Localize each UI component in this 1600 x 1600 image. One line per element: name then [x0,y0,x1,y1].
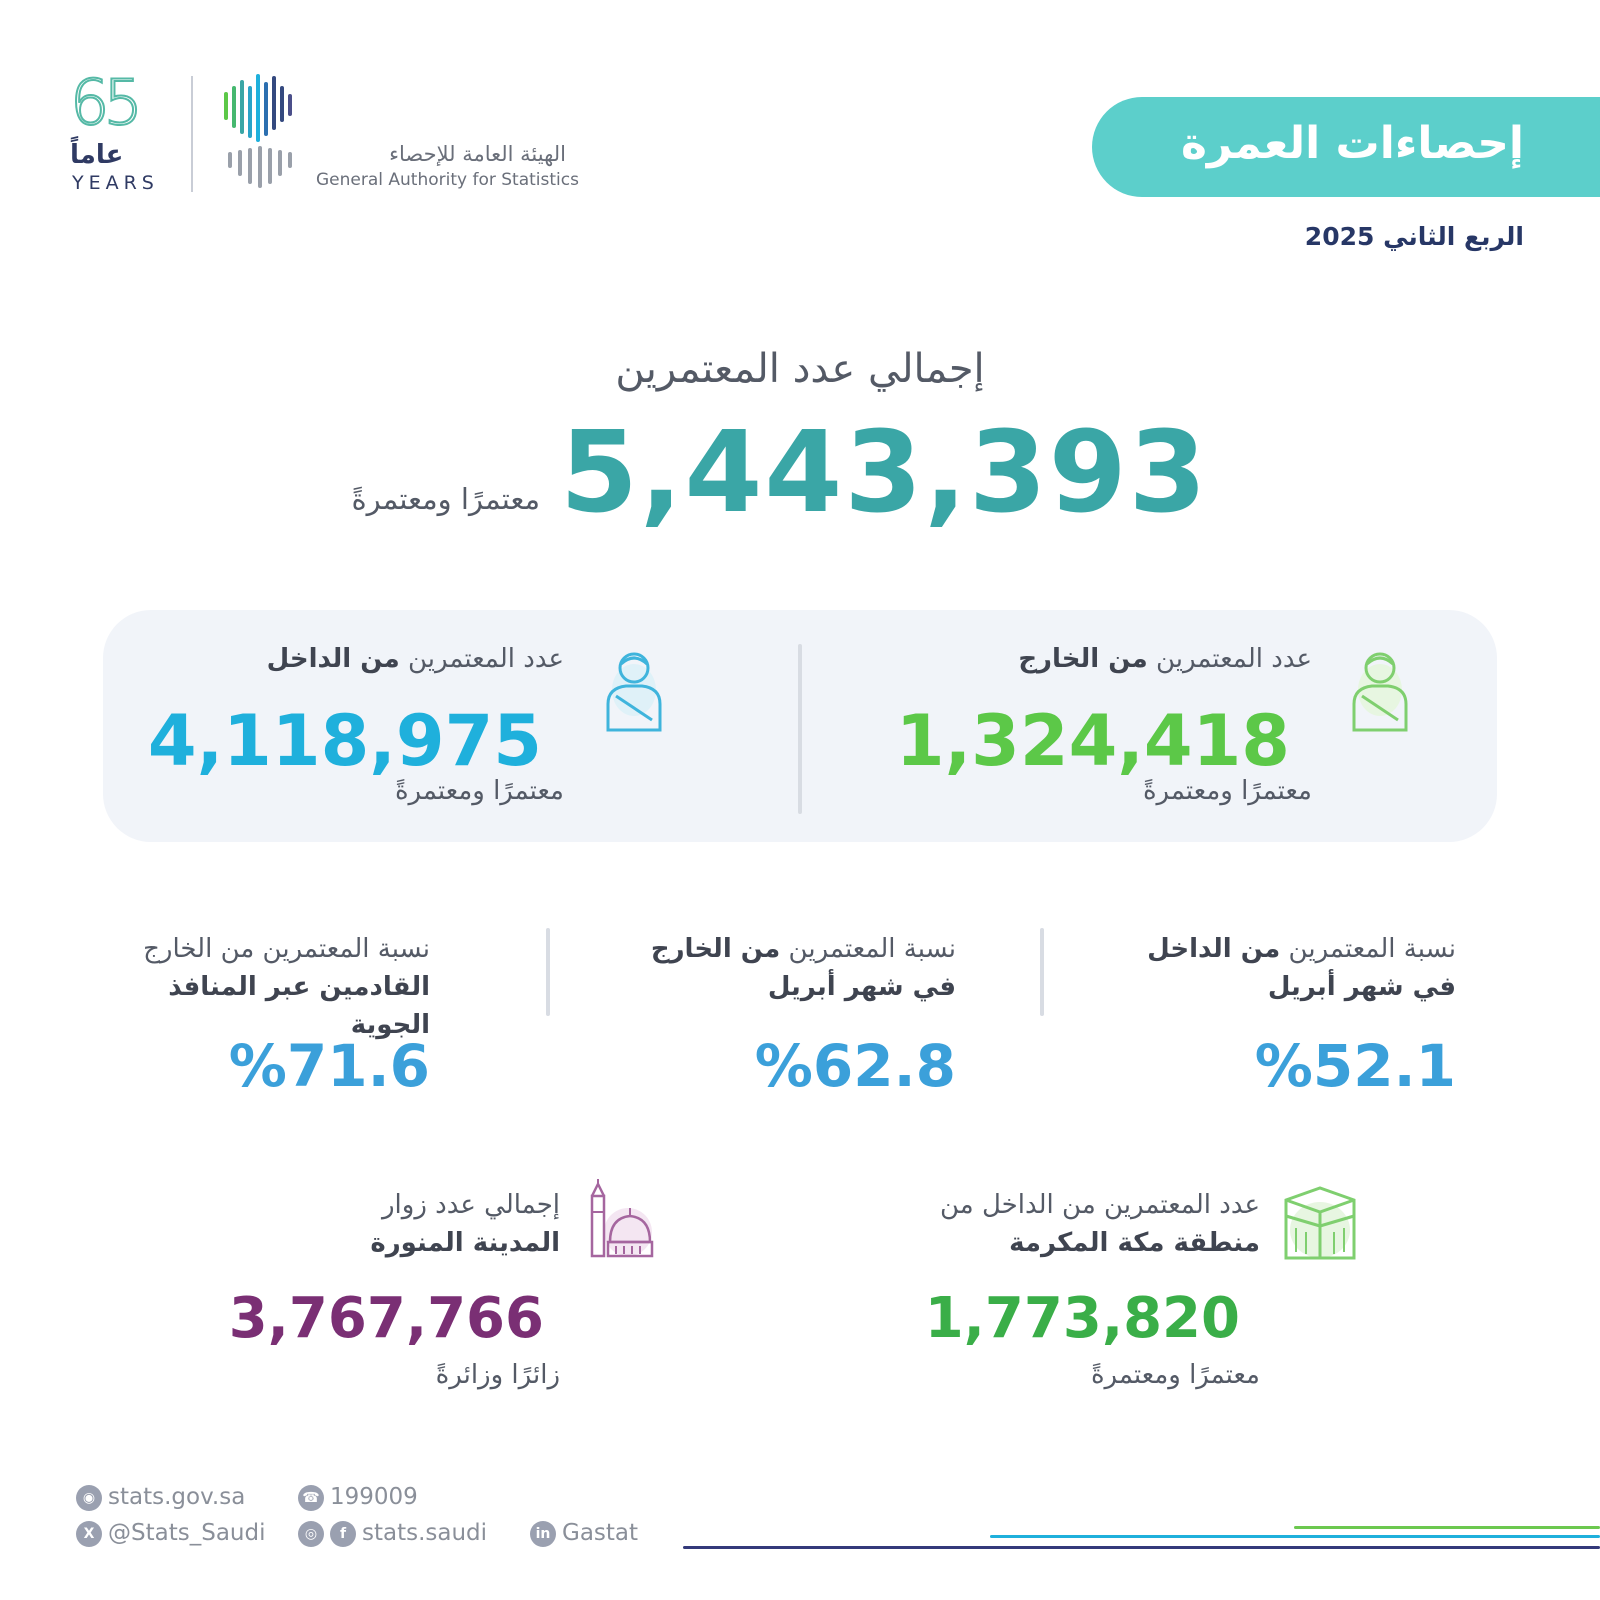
footer-linkedin[interactable]: in Gastat [530,1520,638,1547]
phone-icon: ☎ [298,1484,324,1511]
total-label: إجمالي عدد المعتمرين [615,346,985,392]
makkah-unit: معتمرًا ومعتمرةً [1090,1360,1260,1390]
external-value: 1,324,418 [895,700,1290,782]
pct-internal-april-value: %52.1 [1254,1032,1456,1100]
external-label: عدد المعتمرين من الخارج [1018,644,1312,674]
linkedin-icon: in [530,1520,556,1547]
makkah-label: عدد المعتمرين من الداخل من منطقة مكة الم… [940,1190,1260,1258]
pct-external-april-label: نسبة المعتمرين من الخارج في شهر أبريل [650,934,956,1002]
footer-line-green [1294,1526,1600,1529]
internal-value: 4,118,975 [147,700,542,782]
pilgrim-external-icon [1352,652,1408,732]
makkah-value: 1,773,820 [924,1286,1240,1351]
pct-external-april-value: %62.8 [754,1032,956,1100]
madinah-unit: زائرًا وزائرةً [435,1360,560,1390]
total-value: 5,443,393 [560,408,1209,538]
logo-divider [191,76,193,192]
footer-website[interactable]: ◉ stats.gov.sa [76,1484,245,1511]
anniversary-ar: عاماً [70,140,124,170]
anniversary-number: 65 [69,65,144,140]
mosque-icon [590,1179,654,1258]
gastat-logo-icon [224,74,292,188]
pct-divider-2 [546,928,550,1016]
globe-icon: ◉ [76,1484,102,1511]
anniversary-logo: 65 عاماً YEARS [69,65,180,196]
footer-twitter[interactable]: X @Stats_Saudi [76,1520,265,1547]
instagram-icon: ◎ [298,1520,324,1547]
footer-line-navy [683,1546,1600,1549]
footer-social[interactable]: ◎ f stats.saudi [298,1520,487,1547]
madinah-label: إجمالي عدد زوار المدينة المنورة [370,1190,560,1258]
title-banner [1092,97,1600,197]
internal-label: عدد المعتمرين من الداخل [266,644,564,674]
madinah-value: 3,767,766 [228,1286,544,1351]
x-icon: X [76,1520,102,1547]
internal-unit: معتمرًا ومعتمرةً [394,776,564,806]
pct-internal-april-label: نسبة المعتمرين من الداخل في شهر أبريل [1147,934,1456,1002]
pct-air-ports-label: نسبة المعتمرين من الخارج القادمين عبر ال… [143,934,430,1040]
footer-line-blue [990,1535,1600,1538]
total-unit: معتمرًا ومعتمرةً [351,482,540,516]
panel-divider [798,644,802,814]
kaaba-icon [1284,1186,1356,1260]
pct-divider-1 [1040,928,1044,1016]
org-name-ar: الهيئة العامة للإحصاء [389,142,566,166]
facebook-icon: f [330,1520,356,1547]
external-unit: معتمرًا ومعتمرةً [1142,776,1312,806]
footer-phone[interactable]: ☎ 199009 [298,1484,418,1511]
pilgrim-internal-icon [606,652,662,732]
page-subtitle: الربع الثاني 2025 [1304,222,1524,251]
page-title: إحصاءات العمرة [1180,118,1524,169]
pct-air-ports-value: %71.6 [228,1032,430,1100]
anniversary-en: YEARS [72,172,159,194]
org-name-en: General Authority for Statistics [316,170,579,190]
